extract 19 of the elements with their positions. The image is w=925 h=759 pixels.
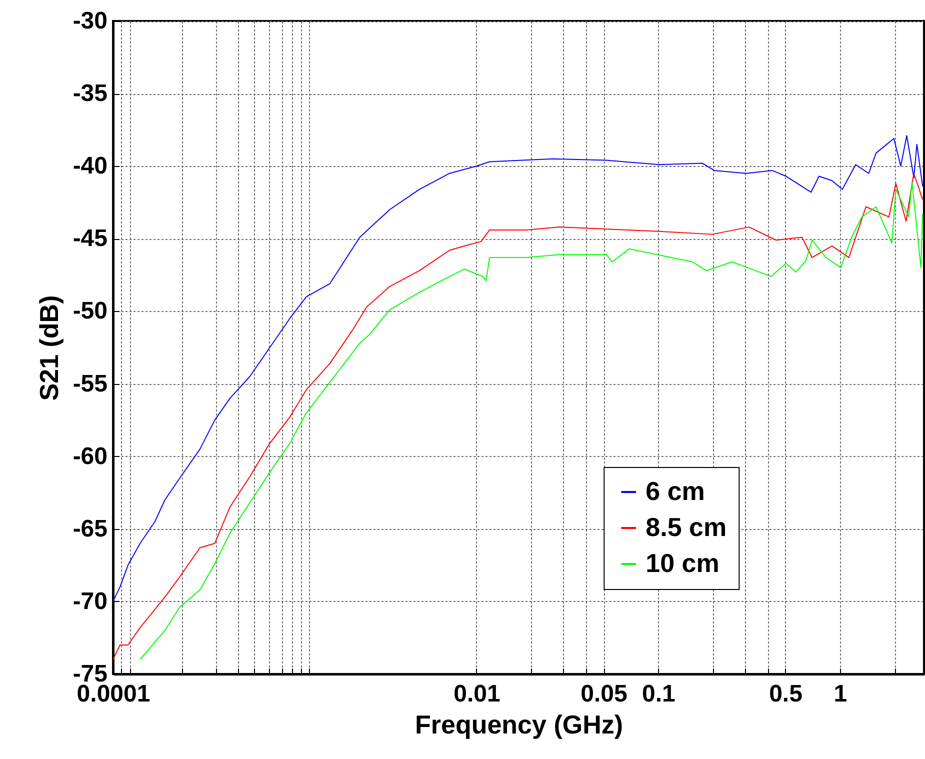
x-tick-label: 0.1 [642,680,676,708]
y-tick-label: -70 [72,588,108,615]
x-axis-title: Frequency (GHz) [414,710,624,740]
x-tick-label: 0.01 [454,680,500,708]
legend-label: 10 cm [646,548,720,578]
y-tick-label: -35 [72,80,108,108]
y-tick-label: -55 [72,370,108,398]
x-tick-label: 1 [834,680,848,708]
y-axis-title: S21 (dB) [34,295,64,401]
legend-label: 8.5 cm [646,512,727,542]
x-tick-label: 0.05 [580,680,628,708]
legend-label: 6 cm [646,476,705,506]
y-tick-label: -45 [72,225,108,252]
y-tick-label: -65 [72,515,108,542]
x-tick-label: 0.5 [769,680,802,708]
y-tick-label: -30 [72,8,108,34]
y-tick-label: -60 [72,442,108,470]
y-tick-label: -40 [72,152,108,180]
y-tick-label: -50 [72,298,108,325]
